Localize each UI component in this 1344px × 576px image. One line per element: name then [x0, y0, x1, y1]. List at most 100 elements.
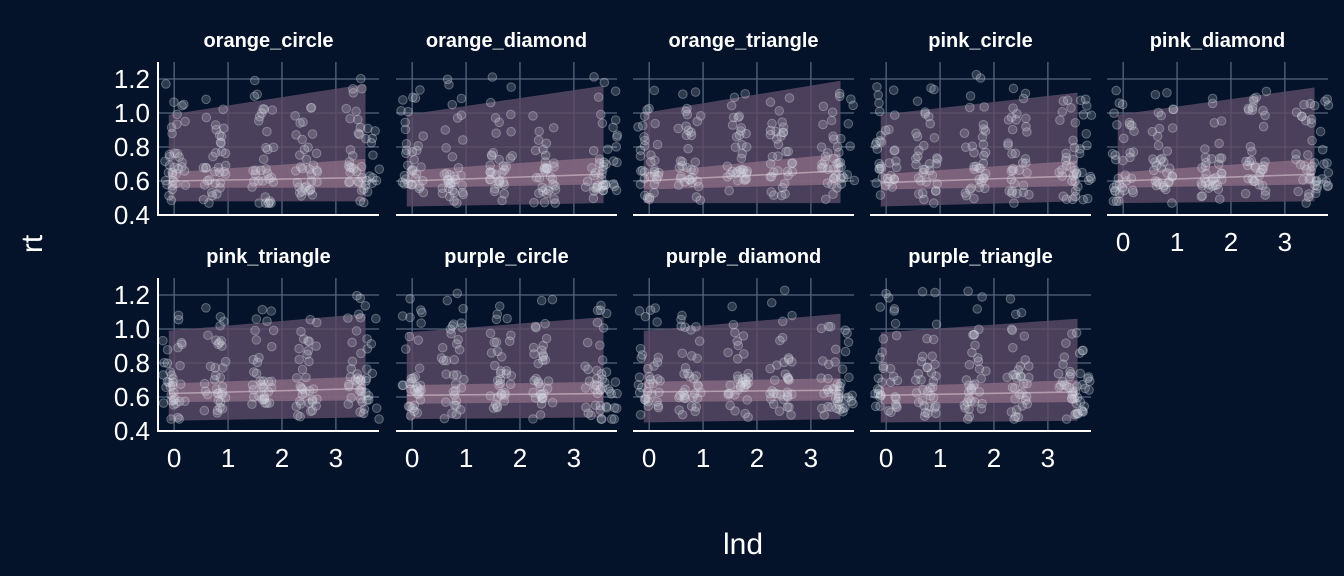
data-point — [1070, 191, 1081, 202]
data-point — [735, 382, 746, 392]
data-point — [1121, 176, 1132, 186]
data-point — [1068, 170, 1079, 181]
data-point — [1114, 179, 1125, 190]
data-point — [1061, 152, 1072, 163]
data-point — [696, 387, 706, 398]
data-point — [506, 330, 516, 341]
data-point — [724, 185, 734, 196]
data-point — [1159, 180, 1169, 191]
data-point — [405, 411, 416, 421]
data-point — [1018, 93, 1029, 104]
data-point — [1083, 175, 1094, 186]
data-point — [541, 333, 552, 344]
data-point — [250, 169, 261, 179]
data-point — [872, 384, 883, 394]
data-point — [1067, 176, 1077, 186]
data-point — [583, 364, 593, 375]
data-point — [492, 309, 503, 320]
data-point — [1197, 163, 1207, 173]
data-point — [1152, 131, 1163, 142]
data-point — [492, 375, 503, 386]
data-point — [1084, 385, 1094, 395]
data-point — [654, 167, 664, 178]
data-point — [676, 321, 686, 331]
data-point — [1216, 116, 1227, 126]
data-point — [442, 295, 453, 306]
data-point — [169, 97, 179, 107]
data-point — [832, 403, 842, 414]
data-point — [536, 399, 547, 409]
data-point — [356, 73, 366, 84]
data-point — [374, 414, 384, 424]
data-point — [1061, 414, 1072, 424]
fit-line — [406, 392, 604, 397]
data-point — [1321, 177, 1331, 187]
data-point — [438, 355, 449, 366]
data-point — [485, 174, 495, 185]
data-point — [254, 111, 265, 122]
data-point — [1003, 140, 1013, 150]
data-point — [639, 394, 650, 405]
data-point — [306, 176, 317, 186]
data-point — [247, 380, 258, 390]
data-point — [403, 178, 413, 189]
data-point — [1112, 120, 1122, 130]
x-tick-label: 2 — [275, 443, 289, 473]
data-point — [652, 139, 663, 150]
data-point — [1207, 93, 1218, 104]
data-point — [1004, 186, 1015, 196]
data-point — [528, 111, 538, 121]
data-point — [354, 177, 364, 187]
data-point — [782, 373, 793, 383]
data-point — [199, 378, 210, 389]
data-point — [158, 370, 168, 380]
data-point — [534, 188, 544, 199]
data-point — [304, 398, 314, 408]
data-point — [311, 401, 322, 411]
data-point — [639, 190, 650, 201]
data-point — [1311, 175, 1322, 186]
inner-interval-band — [1117, 158, 1315, 188]
data-point — [693, 181, 704, 192]
data-point — [220, 356, 231, 367]
data-point — [303, 186, 314, 196]
data-point — [1114, 98, 1125, 108]
data-point — [1299, 160, 1310, 171]
data-point — [923, 408, 933, 419]
data-point — [609, 181, 620, 192]
data-point — [642, 105, 652, 115]
data-point — [773, 139, 784, 150]
data-point — [365, 171, 375, 181]
data-point — [311, 148, 322, 159]
data-point — [883, 406, 894, 416]
data-point — [538, 340, 548, 351]
data-point — [448, 177, 458, 187]
data-point — [976, 177, 987, 187]
data-point — [960, 403, 970, 413]
data-point — [1243, 103, 1254, 114]
data-point — [1306, 118, 1317, 128]
fit-line — [643, 389, 841, 393]
data-point — [1007, 186, 1017, 196]
data-point — [687, 177, 697, 188]
data-point — [538, 351, 549, 362]
data-point — [214, 130, 225, 140]
data-point — [297, 186, 307, 197]
data-point — [871, 178, 882, 188]
data-point — [291, 373, 302, 383]
data-point — [688, 392, 698, 403]
data-point — [1108, 196, 1119, 206]
data-point — [218, 104, 228, 115]
data-point — [529, 349, 539, 359]
data-point — [295, 118, 305, 128]
data-point — [262, 398, 272, 409]
data-point — [1119, 185, 1130, 196]
data-point — [298, 334, 309, 344]
data-point — [593, 92, 604, 102]
data-point — [580, 383, 591, 393]
data-point — [870, 401, 881, 412]
data-point — [1067, 389, 1078, 400]
data-point — [979, 102, 989, 112]
data-point — [538, 393, 548, 404]
